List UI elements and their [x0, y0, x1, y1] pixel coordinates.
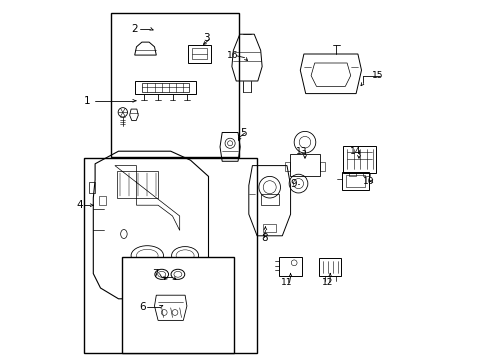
Bar — [260, 194, 278, 205]
Bar — [279, 257, 302, 276]
Bar — [319, 258, 340, 276]
Bar — [122, 257, 233, 353]
Text: 15: 15 — [371, 71, 383, 80]
Bar — [192, 48, 206, 59]
Bar — [84, 158, 257, 353]
Text: 7: 7 — [152, 269, 158, 279]
Text: 6: 6 — [140, 302, 146, 312]
Text: 5: 5 — [240, 128, 246, 138]
Bar — [343, 146, 375, 173]
Bar — [263, 224, 276, 232]
Text: 10: 10 — [362, 177, 374, 186]
Bar — [111, 13, 239, 157]
Text: 13: 13 — [296, 147, 307, 156]
Text: 8: 8 — [261, 233, 267, 243]
Text: 12: 12 — [321, 278, 332, 287]
Bar — [99, 196, 106, 205]
Bar — [89, 182, 95, 193]
Text: 14: 14 — [350, 147, 361, 156]
Text: 4: 4 — [76, 200, 83, 210]
Text: 2: 2 — [131, 24, 138, 34]
Text: 16: 16 — [227, 51, 238, 60]
Bar — [341, 172, 368, 190]
Text: 3: 3 — [203, 33, 209, 43]
Text: 1: 1 — [83, 96, 90, 106]
Bar — [363, 173, 370, 176]
Text: 11: 11 — [281, 278, 292, 287]
Bar — [348, 173, 355, 176]
Text: 9: 9 — [290, 179, 297, 189]
Bar — [346, 175, 364, 187]
Bar — [285, 162, 289, 171]
Bar — [289, 154, 320, 176]
Bar — [320, 162, 324, 171]
